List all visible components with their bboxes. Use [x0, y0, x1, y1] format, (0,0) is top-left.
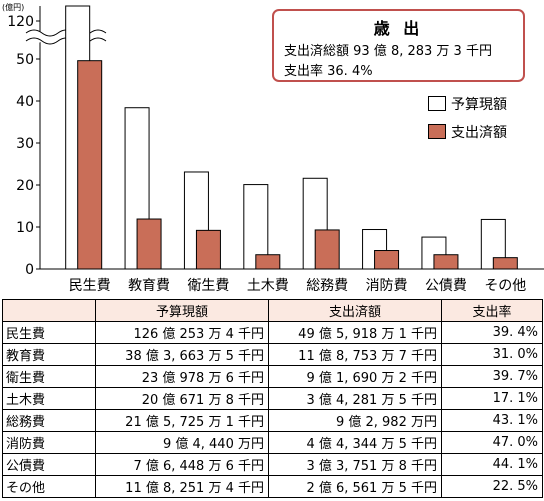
- rate-cell: 22. 5%: [441, 475, 543, 498]
- table-row: 総務費 21 億 5, 725 万 1 千円 9 億 2, 982 万円 43.…: [2, 409, 543, 432]
- x-category-label: 公債費: [425, 278, 467, 294]
- spent-cell: 3 億 3, 751 万 8 千円: [268, 453, 442, 476]
- spent-cell: 11 億 8, 753 万 7 千円: [268, 343, 442, 366]
- table-header-budget: 予算現額: [95, 299, 269, 322]
- x-axis-labels: 民生費 教育費 衛生費 土木費 総務費 消防費 公債費 その他: [69, 278, 527, 294]
- spent-cell: 4 億 4, 344 万 5 千円: [268, 431, 442, 454]
- y-tick-label: 20: [16, 178, 34, 194]
- bar-spent-3: [255, 254, 281, 270]
- summary-title: 歳 出: [373, 19, 424, 38]
- legend-label-spent: 支出済額: [451, 125, 507, 141]
- summary-total-spent: 支出済総額 93 億 8, 283 万 3 千円: [284, 44, 492, 59]
- row-label: 公債費: [2, 453, 96, 476]
- y-axis: (億円) 0 10 20 30 40 50 120: [2, 2, 544, 278]
- bar-spent-2: [195, 229, 221, 270]
- spent-cell: 9 億 2, 982 万円: [268, 409, 442, 432]
- rate-cell: 47. 0%: [441, 431, 543, 454]
- rate-cell: 43. 1%: [441, 409, 543, 432]
- rate-cell: 17. 1%: [441, 387, 543, 410]
- budget-cell: 9 億 4, 440 万円: [95, 431, 269, 454]
- bar-spent-6: [433, 254, 459, 270]
- y-tick-label: 10: [16, 220, 34, 236]
- bar-spent-4: [314, 229, 340, 270]
- table-row: その他 11 億 8, 251 万 4 千円 2 億 6, 561 万 5 千円…: [2, 475, 543, 498]
- budget-cell: 38 億 3, 663 万 5 千円: [95, 343, 269, 366]
- table-row: 土木費 20 億 671 万 8 千円 3 億 4, 281 万 5 千円 17…: [2, 387, 543, 410]
- table-header-rate: 支出率: [441, 299, 543, 322]
- x-category-label: 総務費: [306, 278, 348, 294]
- expenditure-table: 予算現額 支出済額 支出率 民生費 126 億 253 万 4 千円 49 億 …: [2, 299, 543, 498]
- table-row: 衛生費 23 億 978 万 6 千円 9 億 1, 690 万 2 千円 39…: [2, 365, 543, 388]
- x-category-label: 教育費: [128, 278, 170, 294]
- spent-cell: 49 億 5, 918 万 1 千円: [268, 321, 442, 344]
- x-category-label: その他: [484, 278, 526, 294]
- rate-cell: 39. 4%: [441, 321, 543, 344]
- rate-cell: 39. 7%: [441, 365, 543, 388]
- budget-cell: 11 億 8, 251 万 4 千円: [95, 475, 269, 498]
- table-header-corner: [2, 299, 96, 322]
- y-tick-label: 30: [16, 136, 34, 152]
- bar-spent-5: [374, 250, 400, 270]
- table-header-row: 予算現額 支出済額 支出率: [2, 299, 543, 322]
- spent-cell: 3 億 4, 281 万 5 千円: [268, 387, 442, 410]
- budget-cell: 7 億 6, 448 万 6 千円: [95, 453, 269, 476]
- bar-spent-7: [492, 257, 518, 270]
- row-label: 総務費: [2, 409, 96, 432]
- row-label: 土木費: [2, 387, 96, 410]
- legend-swatch-spent: [428, 124, 446, 139]
- x-category-label: 土木費: [247, 278, 289, 294]
- y-tick-label: 120: [7, 14, 34, 30]
- x-category-label: 衛生費: [187, 278, 229, 294]
- spent-cell: 9 億 1, 690 万 2 千円: [268, 365, 442, 388]
- row-label: 教育費: [2, 343, 96, 366]
- table-row: 消防費 9 億 4, 440 万円 4 億 4, 344 万 5 千円 47. …: [2, 431, 543, 454]
- spent-cell: 2 億 6, 561 万 5 千円: [268, 475, 442, 498]
- rate-cell: 44. 1%: [441, 453, 543, 476]
- table-row: 公債費 7 億 6, 448 万 6 千円 3 億 3, 751 万 8 千円 …: [2, 453, 543, 476]
- table-row: 民生費 126 億 253 万 4 千円 49 億 5, 918 万 1 千円 …: [2, 321, 543, 344]
- row-label: 衛生費: [2, 365, 96, 388]
- table-header-spent: 支出済額: [268, 299, 442, 322]
- x-category-label: 消防費: [366, 278, 408, 294]
- bar-spent-1: [136, 218, 162, 270]
- summary-spend-rate: 支出率 36. 4%: [284, 64, 373, 79]
- legend-label-budget: 予算現額: [451, 97, 507, 113]
- table-row: 教育費 38 億 3, 663 万 5 千円 11 億 8, 753 万 7 千…: [2, 343, 543, 366]
- row-label: その他: [2, 475, 96, 498]
- y-unit-label: (億円): [2, 2, 24, 12]
- rate-cell: 31. 0%: [441, 343, 543, 366]
- summary-box: 歳 出 支出済総額 93 億 8, 283 万 3 千円 支出率 36. 4%: [272, 9, 525, 82]
- expenditure-bar-chart: (億円) 0 10 20 30 40 50 120 民生費 教育費 衛生費 土木費 総務費 消防費 公債費…: [2, 2, 544, 294]
- budget-cell: 21 億 5, 725 万 1 千円: [95, 409, 269, 432]
- row-label: 消防費: [2, 431, 96, 454]
- budget-cell: 23 億 978 万 6 千円: [95, 365, 269, 388]
- bar-spent-0: [77, 60, 103, 270]
- y-tick-label: 40: [16, 94, 34, 110]
- budget-cell: 20 億 671 万 8 千円: [95, 387, 269, 410]
- bars: [65, 5, 518, 270]
- y-tick-label: 0: [25, 262, 34, 278]
- x-category-label: 民生費: [69, 278, 111, 294]
- legend-swatch-budget: [428, 96, 446, 111]
- row-label: 民生費: [2, 321, 96, 344]
- budget-cell: 126 億 253 万 4 千円: [95, 321, 269, 344]
- y-tick-label: 50: [16, 52, 34, 68]
